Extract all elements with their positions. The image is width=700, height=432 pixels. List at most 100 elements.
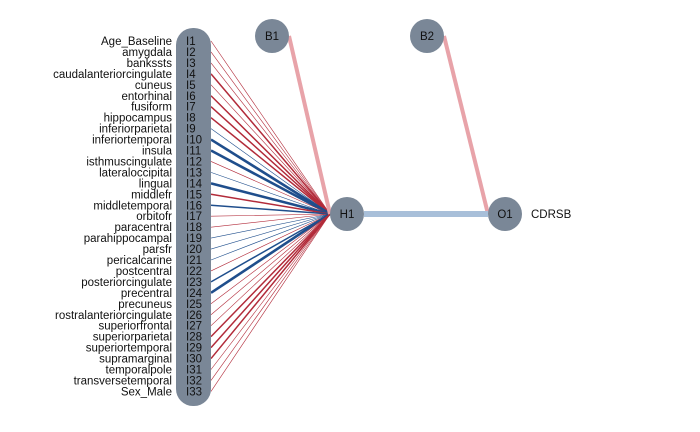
input-variable-label: lingual bbox=[139, 178, 172, 190]
edge-i14-h1 bbox=[210, 182, 331, 216]
input-variable-label: fusiform bbox=[131, 102, 172, 114]
node-label-i13: I13 bbox=[186, 167, 202, 179]
edge-i24-h1 bbox=[210, 212, 331, 294]
node-label-i7: I7 bbox=[186, 102, 196, 114]
input-variable-label: bankssts bbox=[127, 58, 173, 70]
node-label-i1: I1 bbox=[186, 36, 196, 48]
edge-i11-h1 bbox=[210, 149, 331, 216]
node-label-i4: I4 bbox=[186, 69, 196, 81]
input-variable-label: amygdala bbox=[122, 47, 172, 59]
node-label-i23: I23 bbox=[186, 277, 202, 289]
edge-i12-h1 bbox=[210, 161, 331, 215]
node-label-o1: O1 bbox=[497, 209, 512, 221]
edge-i30-h1 bbox=[210, 213, 331, 360]
edge-i20-h1 bbox=[210, 213, 331, 250]
edge-i9-h1 bbox=[210, 128, 331, 215]
node-label-i15: I15 bbox=[186, 189, 202, 201]
node-label-i12: I12 bbox=[186, 156, 202, 168]
edge-i31-h1 bbox=[210, 213, 331, 370]
input-variable-label: isthmuscingulate bbox=[86, 156, 172, 168]
node-b1: B1 bbox=[255, 19, 289, 53]
node-label-i16: I16 bbox=[186, 200, 202, 212]
node-label-h1: H1 bbox=[340, 209, 355, 221]
input-variable-label: parsfr bbox=[143, 244, 173, 256]
input-variable-label: superiorparietal bbox=[93, 332, 172, 344]
input-variable-label: precentral bbox=[121, 288, 172, 300]
node-label-i21: I21 bbox=[186, 255, 202, 267]
node-label-b2: B2 bbox=[420, 31, 434, 43]
node-label-i28: I28 bbox=[186, 332, 202, 344]
edges-layer bbox=[210, 35, 490, 392]
edge-i18-h1 bbox=[210, 213, 331, 228]
input-variable-label: insula bbox=[142, 146, 173, 158]
edge-b1-h1 bbox=[287, 35, 332, 215]
input-variable-label: middletemporal bbox=[93, 200, 172, 212]
edge-i26-h1 bbox=[210, 213, 331, 315]
edge-i23-h1 bbox=[210, 213, 331, 283]
output-variable-label: CDRSB bbox=[531, 209, 572, 221]
input-variable-label: hippocampus bbox=[104, 113, 173, 125]
input-variable-label: rostralanteriorcingulate bbox=[55, 310, 172, 322]
input-variable-label: supramarginal bbox=[99, 354, 172, 366]
edge-i10-h1 bbox=[210, 138, 331, 216]
node-o1: O1 bbox=[488, 197, 522, 231]
node-label-i20: I20 bbox=[186, 244, 202, 256]
edge-i8-h1 bbox=[210, 117, 331, 215]
edge-i17-h1 bbox=[210, 213, 331, 217]
input-variable-label: caudalanteriorcingulate bbox=[53, 69, 172, 81]
node-label-i14: I14 bbox=[186, 178, 203, 190]
node-label-i6: I6 bbox=[186, 91, 196, 103]
node-label-i26: I26 bbox=[186, 310, 202, 322]
node-label-i17: I17 bbox=[186, 211, 202, 223]
edge-i32-h1 bbox=[210, 213, 331, 381]
input-variable-label: transversetemporal bbox=[74, 375, 172, 387]
input-variable-label: precuneus bbox=[118, 299, 172, 311]
edge-i16-h1 bbox=[210, 204, 331, 215]
node-label-i27: I27 bbox=[186, 321, 202, 333]
node-label-i25: I25 bbox=[186, 299, 202, 311]
node-label-i10: I10 bbox=[186, 135, 202, 147]
edge-i3-h1 bbox=[210, 62, 331, 215]
node-label-i32: I32 bbox=[186, 375, 202, 387]
input-variable-label: entorhinal bbox=[121, 91, 172, 103]
node-label-i2: I2 bbox=[186, 47, 196, 59]
input-variable-label: posteriorcingulate bbox=[81, 277, 172, 289]
edge-i21-h1 bbox=[210, 213, 331, 261]
node-label-i19: I19 bbox=[186, 233, 202, 245]
edge-i25-h1 bbox=[210, 213, 331, 305]
input-variable-label: superiorfrontal bbox=[98, 321, 172, 333]
node-label-i11: I11 bbox=[186, 146, 201, 158]
input-layer-bar bbox=[176, 28, 211, 406]
input-variable-label: lateraloccipital bbox=[99, 167, 172, 179]
node-label-i8: I8 bbox=[186, 113, 196, 125]
input-variable-label: Sex_Male bbox=[121, 386, 172, 398]
node-label-i29: I29 bbox=[186, 343, 202, 355]
edge-i15-h1 bbox=[210, 193, 331, 215]
node-label-i18: I18 bbox=[186, 222, 202, 234]
node-label-b1: B1 bbox=[265, 31, 279, 43]
node-label-i9: I9 bbox=[186, 124, 196, 136]
edge-i2-h1 bbox=[210, 51, 331, 215]
edge-i13-h1 bbox=[210, 172, 331, 215]
edge-i33-h1 bbox=[210, 213, 331, 392]
edge-i22-h1 bbox=[210, 213, 331, 272]
nodes-layer bbox=[176, 28, 211, 406]
node-label-i3: I3 bbox=[186, 58, 196, 70]
input-variable-label: cuneus bbox=[135, 80, 172, 92]
node-h1: H1 bbox=[330, 197, 364, 231]
node-label-i31: I31 bbox=[186, 365, 202, 377]
node-label-i22: I22 bbox=[186, 266, 202, 278]
input-variable-label: pericalcarine bbox=[107, 255, 172, 267]
edge-i28-h1 bbox=[210, 213, 331, 338]
input-variable-label: inferiortemporal bbox=[92, 135, 172, 147]
input-variable-label: orbitofr bbox=[136, 211, 172, 223]
edge-i29-h1 bbox=[210, 213, 331, 349]
edge-b2-o1 bbox=[442, 35, 490, 215]
edge-i6-h1 bbox=[210, 95, 331, 215]
node-b2: B2 bbox=[410, 19, 444, 53]
input-variable-label: postcentral bbox=[116, 266, 172, 278]
input-variable-label: paracentral bbox=[114, 222, 172, 234]
labels-layer: I1 Age_Baseline I2 amygdala I3 bankssts I4 caud… bbox=[53, 36, 203, 398]
